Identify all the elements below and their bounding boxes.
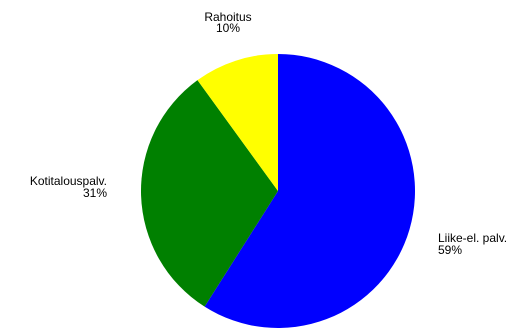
pie-slice-2 xyxy=(197,53,278,191)
pie-slice-1 xyxy=(140,80,278,307)
pie-slice-0 xyxy=(204,54,416,328)
slice-label-value-2: 10% xyxy=(216,21,240,35)
slice-label-name-0: Liike-el. palv. xyxy=(438,231,507,245)
slice-label-name-1: Kotitalouspalv. xyxy=(30,174,107,188)
slice-label-name-2: Rahoitus xyxy=(204,10,251,24)
slice-label-value-1: 31% xyxy=(83,186,107,200)
slice-label-value-0: 59% xyxy=(438,243,462,257)
pie-slices xyxy=(140,53,416,328)
